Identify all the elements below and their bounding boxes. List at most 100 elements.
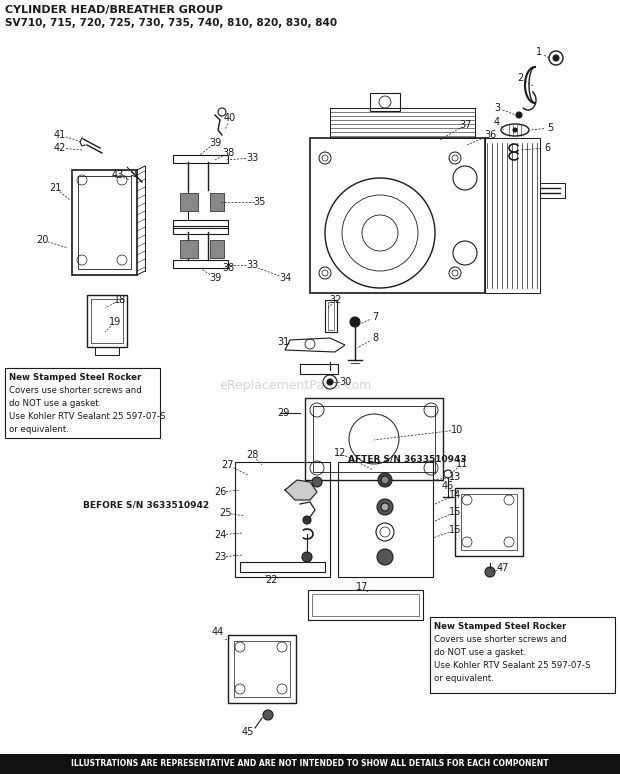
Text: Use Kohler RTV Sealant 25 597-07-S: Use Kohler RTV Sealant 25 597-07-S xyxy=(9,412,166,421)
Text: 8: 8 xyxy=(372,333,378,343)
Circle shape xyxy=(378,473,392,487)
Text: 5: 5 xyxy=(547,123,553,133)
Bar xyxy=(330,108,475,138)
Bar xyxy=(313,406,435,472)
Text: 1: 1 xyxy=(536,47,542,57)
Bar xyxy=(210,193,224,211)
Text: 21: 21 xyxy=(49,183,61,193)
Text: 45: 45 xyxy=(242,727,254,737)
Bar xyxy=(308,590,423,620)
Text: 24: 24 xyxy=(214,530,226,540)
Text: 35: 35 xyxy=(254,197,266,207)
Text: 39: 39 xyxy=(209,273,221,283)
Text: 20: 20 xyxy=(36,235,48,245)
Text: 39: 39 xyxy=(209,138,221,148)
Text: 33: 33 xyxy=(246,260,258,270)
Bar xyxy=(0,754,620,774)
Bar xyxy=(87,295,127,347)
Circle shape xyxy=(377,499,393,515)
Bar xyxy=(210,240,224,258)
Text: 6: 6 xyxy=(544,143,550,153)
Text: 33: 33 xyxy=(246,153,258,163)
Text: 25: 25 xyxy=(219,508,231,518)
Text: 12: 12 xyxy=(334,448,346,458)
Circle shape xyxy=(381,503,389,511)
Bar xyxy=(485,138,540,293)
Text: 37: 37 xyxy=(459,120,471,130)
Text: 26: 26 xyxy=(214,487,226,497)
Circle shape xyxy=(377,549,393,565)
Text: 29: 29 xyxy=(277,408,289,418)
Text: Covers use shorter screws and: Covers use shorter screws and xyxy=(9,386,142,395)
Text: 3: 3 xyxy=(494,103,500,113)
Text: 38: 38 xyxy=(222,148,234,158)
Text: 19: 19 xyxy=(109,317,121,327)
Bar xyxy=(430,617,615,693)
Bar xyxy=(173,260,228,268)
Bar xyxy=(455,488,523,556)
Bar xyxy=(234,641,290,697)
Text: 47: 47 xyxy=(497,563,509,573)
Text: or equivalent.: or equivalent. xyxy=(9,425,69,434)
Text: CYLINDER HEAD/BREATHER GROUP: CYLINDER HEAD/BREATHER GROUP xyxy=(5,5,223,15)
Bar xyxy=(91,299,123,343)
Bar xyxy=(173,220,228,228)
Bar xyxy=(180,240,198,258)
Text: 42: 42 xyxy=(54,143,66,153)
Text: eReplacementParts.com: eReplacementParts.com xyxy=(219,378,371,392)
Text: do NOT use a gasket.: do NOT use a gasket. xyxy=(434,648,526,657)
Text: 30: 30 xyxy=(339,377,351,387)
Text: 44: 44 xyxy=(212,627,224,637)
Text: BEFORE S/N 3633510942: BEFORE S/N 3633510942 xyxy=(83,501,209,509)
Text: 27: 27 xyxy=(222,460,234,470)
Circle shape xyxy=(516,112,522,118)
Bar xyxy=(370,93,400,111)
Circle shape xyxy=(263,710,273,720)
Bar xyxy=(180,193,198,211)
Bar xyxy=(72,170,137,275)
Text: 7: 7 xyxy=(372,312,378,322)
Bar xyxy=(173,226,228,234)
Text: 15: 15 xyxy=(449,507,461,517)
Text: 36: 36 xyxy=(484,130,496,140)
Bar xyxy=(95,347,119,355)
Text: ILLUSTRATIONS ARE REPRESENTATIVE AND ARE NOT INTENDED TO SHOW ALL DETAILS FOR EA: ILLUSTRATIONS ARE REPRESENTATIVE AND ARE… xyxy=(71,759,549,769)
Text: or equivalent.: or equivalent. xyxy=(434,674,494,683)
Bar xyxy=(325,300,337,332)
Bar xyxy=(78,176,131,269)
Text: 23: 23 xyxy=(214,552,226,562)
Text: 2: 2 xyxy=(517,73,523,83)
Circle shape xyxy=(381,476,389,484)
Polygon shape xyxy=(285,480,317,500)
Text: Use Kohler RTV Sealant 25 597-07-S: Use Kohler RTV Sealant 25 597-07-S xyxy=(434,661,590,670)
Text: 28: 28 xyxy=(246,450,258,460)
Text: AFTER S/N 3633510943: AFTER S/N 3633510943 xyxy=(348,455,467,464)
Bar xyxy=(338,462,433,577)
Text: 13: 13 xyxy=(449,472,461,482)
Text: 10: 10 xyxy=(451,425,463,435)
Circle shape xyxy=(312,477,322,487)
Text: 40: 40 xyxy=(224,113,236,123)
Text: 16: 16 xyxy=(449,525,461,535)
Circle shape xyxy=(553,55,559,61)
Text: New Stamped Steel Rocker: New Stamped Steel Rocker xyxy=(434,622,567,631)
Text: 31: 31 xyxy=(277,337,289,347)
Text: Covers use shorter screws and: Covers use shorter screws and xyxy=(434,635,567,644)
Text: 46: 46 xyxy=(442,481,454,491)
Text: 17: 17 xyxy=(356,582,368,592)
Text: 38: 38 xyxy=(222,263,234,273)
Circle shape xyxy=(513,128,517,132)
Text: 41: 41 xyxy=(54,130,66,140)
Bar xyxy=(312,594,419,616)
Circle shape xyxy=(350,317,360,327)
Circle shape xyxy=(485,567,495,577)
Bar xyxy=(173,155,228,163)
Bar xyxy=(461,494,517,550)
Text: 14: 14 xyxy=(449,490,461,500)
Bar xyxy=(228,635,296,703)
Circle shape xyxy=(327,379,333,385)
Text: 11: 11 xyxy=(456,459,468,469)
Circle shape xyxy=(302,552,312,562)
Text: 43: 43 xyxy=(112,170,124,180)
Bar xyxy=(540,183,565,198)
